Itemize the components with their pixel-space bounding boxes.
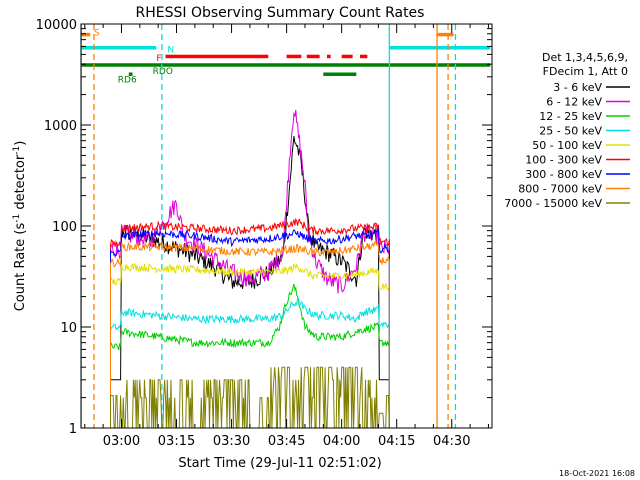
- footer-timestamp: 18-Oct-2021 16:08: [559, 469, 635, 478]
- legend-entry-label: 300 - 800 keV: [525, 168, 602, 181]
- series-line: [110, 217, 390, 428]
- y-axis-label: Count Rate (s-1 detector-1): [12, 141, 28, 312]
- flag-bar-s: [437, 32, 454, 37]
- flag-label-rd6: RD6: [118, 75, 137, 85]
- series-line: [110, 283, 390, 428]
- flag-label-rdo: RDO: [153, 67, 173, 77]
- legend-header: FDecim 1, Att 0: [543, 65, 628, 78]
- flag-bar-f: [286, 54, 302, 59]
- y-tick-label: 10: [60, 321, 77, 336]
- flag-label-s: S: [94, 29, 100, 39]
- flag-label-n: N: [167, 46, 174, 56]
- y-tick-label: 1000: [44, 119, 77, 134]
- legend-entry-label: 6 - 12 keV: [546, 96, 602, 109]
- series-line: [110, 227, 390, 428]
- x-tick-label: 04:00: [323, 434, 360, 449]
- legend: Det 1,3,4,5,6,9,FDecim 1, Att 0 3 - 6 keV…: [504, 51, 630, 210]
- legend-header: Det 1,3,4,5,6,9,: [542, 51, 628, 64]
- flag-label-f: F: [156, 54, 161, 64]
- series-lines: [110, 109, 390, 428]
- x-axis-ticks: 03:00 03:15 03:30 03:45 04:00 04:15 04:30: [84, 24, 489, 449]
- x-tick-label: 03:30: [213, 434, 250, 449]
- x-tick-label: 04:15: [378, 434, 415, 449]
- x-tick-label: 03:15: [158, 434, 195, 449]
- x-tick-label: 03:00: [103, 434, 140, 449]
- flag-bar-n: [389, 46, 491, 50]
- flag-bar-n: [81, 46, 157, 50]
- legend-entry-label: 3 - 6 keV: [553, 81, 602, 94]
- y-tick-label: 100: [52, 220, 77, 235]
- legend-entry-label: 12 - 25 keV: [539, 110, 602, 123]
- flag-bar-f: [165, 54, 269, 59]
- series-line: [110, 262, 390, 428]
- x-tick-label: 03:45: [268, 434, 305, 449]
- y-axis-ticks: 1 10 100 1000 10000: [36, 18, 492, 437]
- flag-bars: S NF RDO RD6: [81, 29, 491, 85]
- flag-bar-f: [326, 54, 331, 59]
- series-line: [110, 109, 390, 428]
- y-tick-label: 10000: [36, 18, 77, 33]
- legend-entry-label: 50 - 100 keV: [532, 139, 602, 152]
- series-line: [110, 297, 390, 428]
- legend-entry-label: 25 - 50 keV: [539, 125, 602, 138]
- flag-bar-f: [306, 54, 320, 59]
- legend-entry-label: 100 - 300 keV: [525, 154, 602, 167]
- legend-entry-label: 800 - 7000 keV: [518, 183, 602, 196]
- flag-bar-rd6: [323, 72, 357, 76]
- flag-bar-f: [341, 54, 353, 59]
- y-tick-label: 1: [69, 422, 77, 437]
- legend-entry-label: 7000 - 15000 keV: [504, 197, 602, 210]
- series-line: [110, 240, 390, 428]
- flag-bar-rd6: [128, 72, 133, 76]
- series-line: [110, 366, 390, 428]
- flag-bar-s: [81, 32, 91, 37]
- x-axis-label: Start Time (29-Jul-11 02:51:02): [178, 456, 381, 471]
- flag-bar-f: [360, 54, 368, 59]
- x-tick-label: 04:30: [433, 434, 470, 449]
- chart-title: RHESSI Observing Summary Count Rates: [136, 5, 425, 21]
- flag-bar-rdo: [81, 63, 491, 67]
